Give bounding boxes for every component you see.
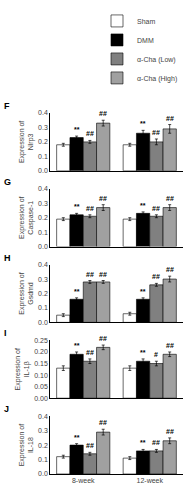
- svg-text:##: ##: [86, 442, 94, 449]
- svg-text:**: **: [74, 126, 80, 133]
- svg-text:Expression ofCaspase-1: Expression ofCaspase-1: [18, 196, 35, 238]
- svg-text:**: **: [140, 288, 146, 295]
- svg-text:0.2: 0.2: [38, 290, 48, 297]
- svg-text:0.1: 0.1: [38, 304, 48, 311]
- svg-text:J: J: [4, 404, 9, 414]
- svg-text:##: ##: [99, 335, 107, 342]
- svg-text:0.0: 0.0: [38, 167, 48, 174]
- svg-text:0.20: 0.20: [34, 348, 48, 355]
- svg-text:0.1: 0.1: [38, 456, 48, 463]
- svg-text:**: **: [140, 349, 146, 356]
- svg-text:0.1: 0.1: [38, 229, 48, 236]
- svg-text:##: ##: [86, 205, 94, 212]
- svg-text:0.2: 0.2: [38, 138, 48, 145]
- svg-text:**: **: [74, 203, 80, 210]
- svg-text:I: I: [4, 328, 7, 338]
- svg-text:##: ##: [152, 129, 160, 136]
- svg-text:0.4: 0.4: [38, 109, 48, 116]
- svg-text:0.15: 0.15: [34, 360, 48, 367]
- svg-text:Expression ofNlrp3: Expression ofNlrp3: [18, 121, 35, 163]
- svg-text:Expression ofIL-18: Expression ofIL-18: [18, 424, 34, 466]
- svg-text:0.4: 0.4: [38, 185, 48, 192]
- svg-text:DMM: DMM: [137, 37, 154, 44]
- svg-text:8-week: 8-week: [72, 477, 95, 484]
- svg-text:0.10: 0.10: [34, 372, 48, 379]
- svg-text:**: **: [74, 342, 80, 349]
- svg-text:0.4: 0.4: [38, 261, 48, 268]
- svg-text:**: **: [74, 288, 80, 295]
- svg-text:0.3: 0.3: [38, 427, 48, 434]
- svg-text:0.3: 0.3: [38, 124, 48, 131]
- svg-text:0.3: 0.3: [38, 276, 48, 283]
- svg-text:F: F: [4, 101, 10, 111]
- svg-text:**: **: [140, 202, 146, 209]
- svg-text:##: ##: [166, 342, 174, 349]
- svg-text:Sham: Sham: [137, 18, 155, 25]
- svg-text:0.4: 0.4: [38, 413, 48, 420]
- svg-text:##: ##: [166, 195, 174, 202]
- svg-text:0.25: 0.25: [34, 337, 48, 344]
- svg-text:##: ##: [86, 271, 94, 278]
- svg-text:12-week: 12-week: [137, 477, 164, 484]
- svg-text:0.0: 0.0: [38, 243, 48, 250]
- svg-text:α-Cha (Low): α-Cha (Low): [137, 56, 176, 64]
- svg-text:0.0: 0.0: [38, 470, 48, 477]
- svg-text:##: ##: [86, 130, 94, 137]
- svg-text:G: G: [4, 177, 11, 187]
- svg-text:##: ##: [99, 195, 107, 202]
- svg-text:#: #: [154, 351, 158, 358]
- svg-text:##: ##: [166, 428, 174, 435]
- svg-text:0.1: 0.1: [38, 153, 48, 160]
- svg-text:0.2: 0.2: [38, 442, 48, 449]
- svg-text:**: **: [140, 439, 146, 446]
- svg-text:##: ##: [166, 266, 174, 273]
- svg-text:##: ##: [86, 349, 94, 356]
- svg-text:Expression ofIL-1β: Expression ofIL-1β: [14, 348, 31, 390]
- svg-text:##: ##: [152, 273, 160, 280]
- svg-text:##: ##: [166, 115, 174, 122]
- svg-text:H: H: [4, 253, 11, 263]
- svg-text:##: ##: [152, 439, 160, 446]
- svg-text:##: ##: [99, 110, 107, 117]
- svg-text:0.00: 0.00: [34, 395, 48, 402]
- svg-text:0.2: 0.2: [38, 214, 48, 221]
- svg-text:0.3: 0.3: [38, 200, 48, 207]
- svg-text:##: ##: [99, 419, 107, 426]
- svg-text:0.0: 0.0: [38, 319, 48, 326]
- svg-text:##: ##: [152, 205, 160, 212]
- svg-text:##: ##: [99, 271, 107, 278]
- svg-text:**: **: [74, 434, 80, 441]
- svg-text:α-Cha (High): α-Cha (High): [137, 75, 177, 83]
- svg-text:Expression ofGsdmd: Expression ofGsdmd: [18, 272, 34, 314]
- svg-text:0.05: 0.05: [34, 383, 48, 390]
- svg-text:**: **: [140, 120, 146, 127]
